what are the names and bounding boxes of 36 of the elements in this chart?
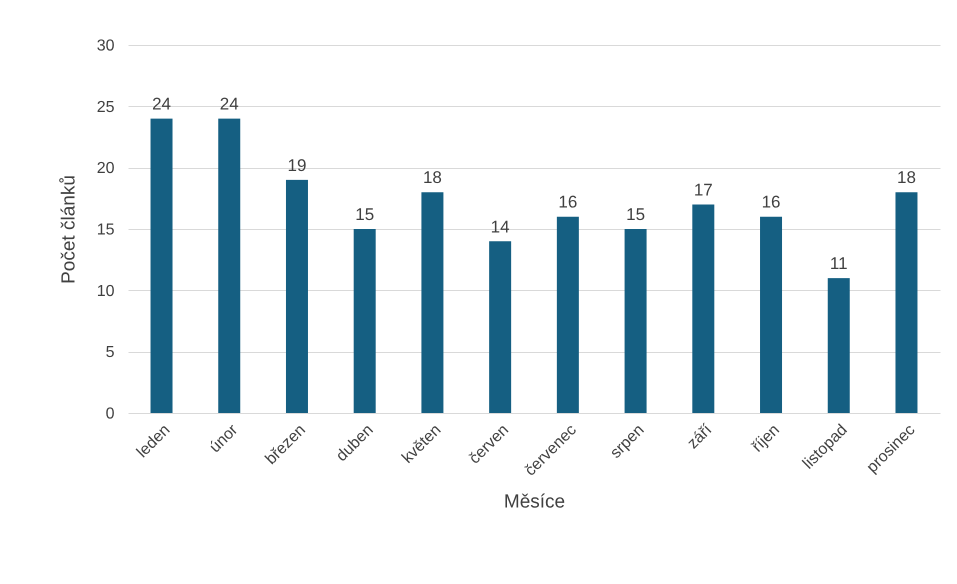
x-tick-label: říjen (749, 422, 784, 456)
bar (286, 180, 308, 413)
data-label: 18 (422, 168, 442, 188)
data-label: 11 (830, 254, 848, 274)
data-label: 16 (558, 192, 578, 212)
bar (556, 216, 579, 413)
bar (489, 241, 512, 413)
bar (692, 204, 714, 413)
data-label: 24 (152, 94, 171, 114)
data-label: 16 (762, 192, 780, 212)
data-label: 18 (897, 168, 916, 188)
y-tick-label: 10 (96, 282, 115, 300)
x-tick-label: září (684, 421, 716, 452)
data-label: 14 (490, 217, 510, 236)
x-tick-label: únor (206, 421, 242, 456)
y-tick-label: 0 (106, 406, 115, 422)
y-tick-label: 25 (96, 98, 115, 116)
y-tick-label: 30 (96, 38, 115, 54)
bar (421, 192, 444, 413)
bar (150, 118, 173, 413)
y-axis-title: Počet článků (58, 175, 80, 284)
bar (760, 216, 782, 413)
data-label: 15 (355, 205, 374, 224)
y-tick-label: 5 (106, 344, 115, 362)
y-tick-label: 15 (96, 222, 115, 238)
bar (624, 229, 647, 413)
data-label: 15 (626, 205, 646, 224)
data-label: 17 (694, 180, 713, 200)
bar (218, 118, 240, 413)
y-tick-label: 20 (96, 160, 115, 178)
x-axis-title: Měsíce (504, 492, 566, 513)
bar (354, 229, 376, 413)
data-label: 19 (288, 156, 306, 175)
bar (828, 278, 850, 413)
data-label: 24 (220, 94, 239, 114)
bar (895, 192, 918, 413)
